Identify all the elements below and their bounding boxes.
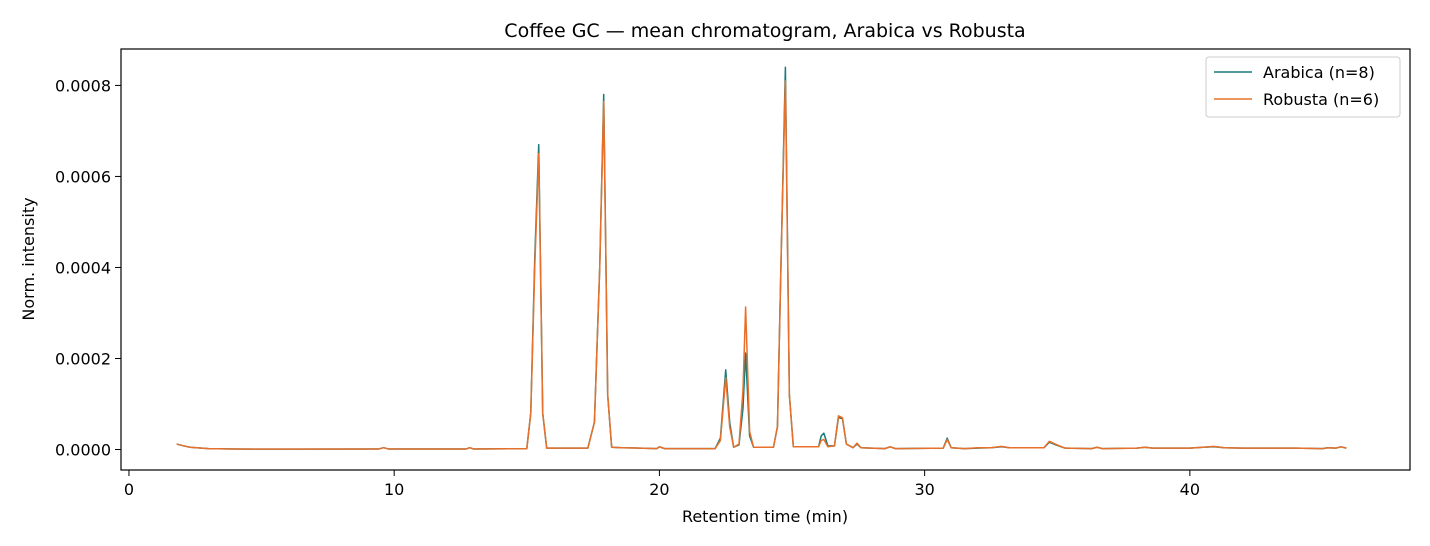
x-tick-label: 10 (384, 480, 404, 499)
y-tick-label: 0.0004 (55, 258, 111, 277)
x-tick-label: 40 (1180, 480, 1200, 499)
x-tick-label: 20 (649, 480, 669, 499)
y-tick-label: 0.0008 (55, 76, 111, 95)
legend-label-robusta: Robusta (n=6) (1263, 90, 1379, 109)
x-axis: 0 10 20 30 40 (124, 470, 1200, 499)
x-tick-label: 30 (914, 480, 934, 499)
plot-area (121, 49, 1410, 470)
legend-box (1205, 56, 1401, 118)
legend: Arabica (n=8) Robusta (n=6) (1205, 56, 1401, 118)
plot-frame (120, 48, 1411, 471)
x-axis-label: Retention time (min) (682, 507, 848, 526)
y-tick-label: 0.0000 (55, 441, 111, 460)
x-tick-label: 0 (124, 480, 134, 499)
chart-title: Coffee GC — mean chromatogram, Arabica v… (504, 20, 1025, 42)
y-tick-label: 0.0006 (55, 167, 111, 186)
series-line-robusta (176, 80, 1347, 450)
y-tick-label: 0.0002 (55, 349, 111, 368)
legend-label-arabica: Arabica (n=8) (1263, 63, 1375, 82)
y-axis: 0.0000 0.0002 0.0004 0.0006 0.0008 (55, 76, 121, 460)
series-layer (176, 66, 1347, 450)
y-axis-label: Norm. intensity (19, 197, 38, 320)
